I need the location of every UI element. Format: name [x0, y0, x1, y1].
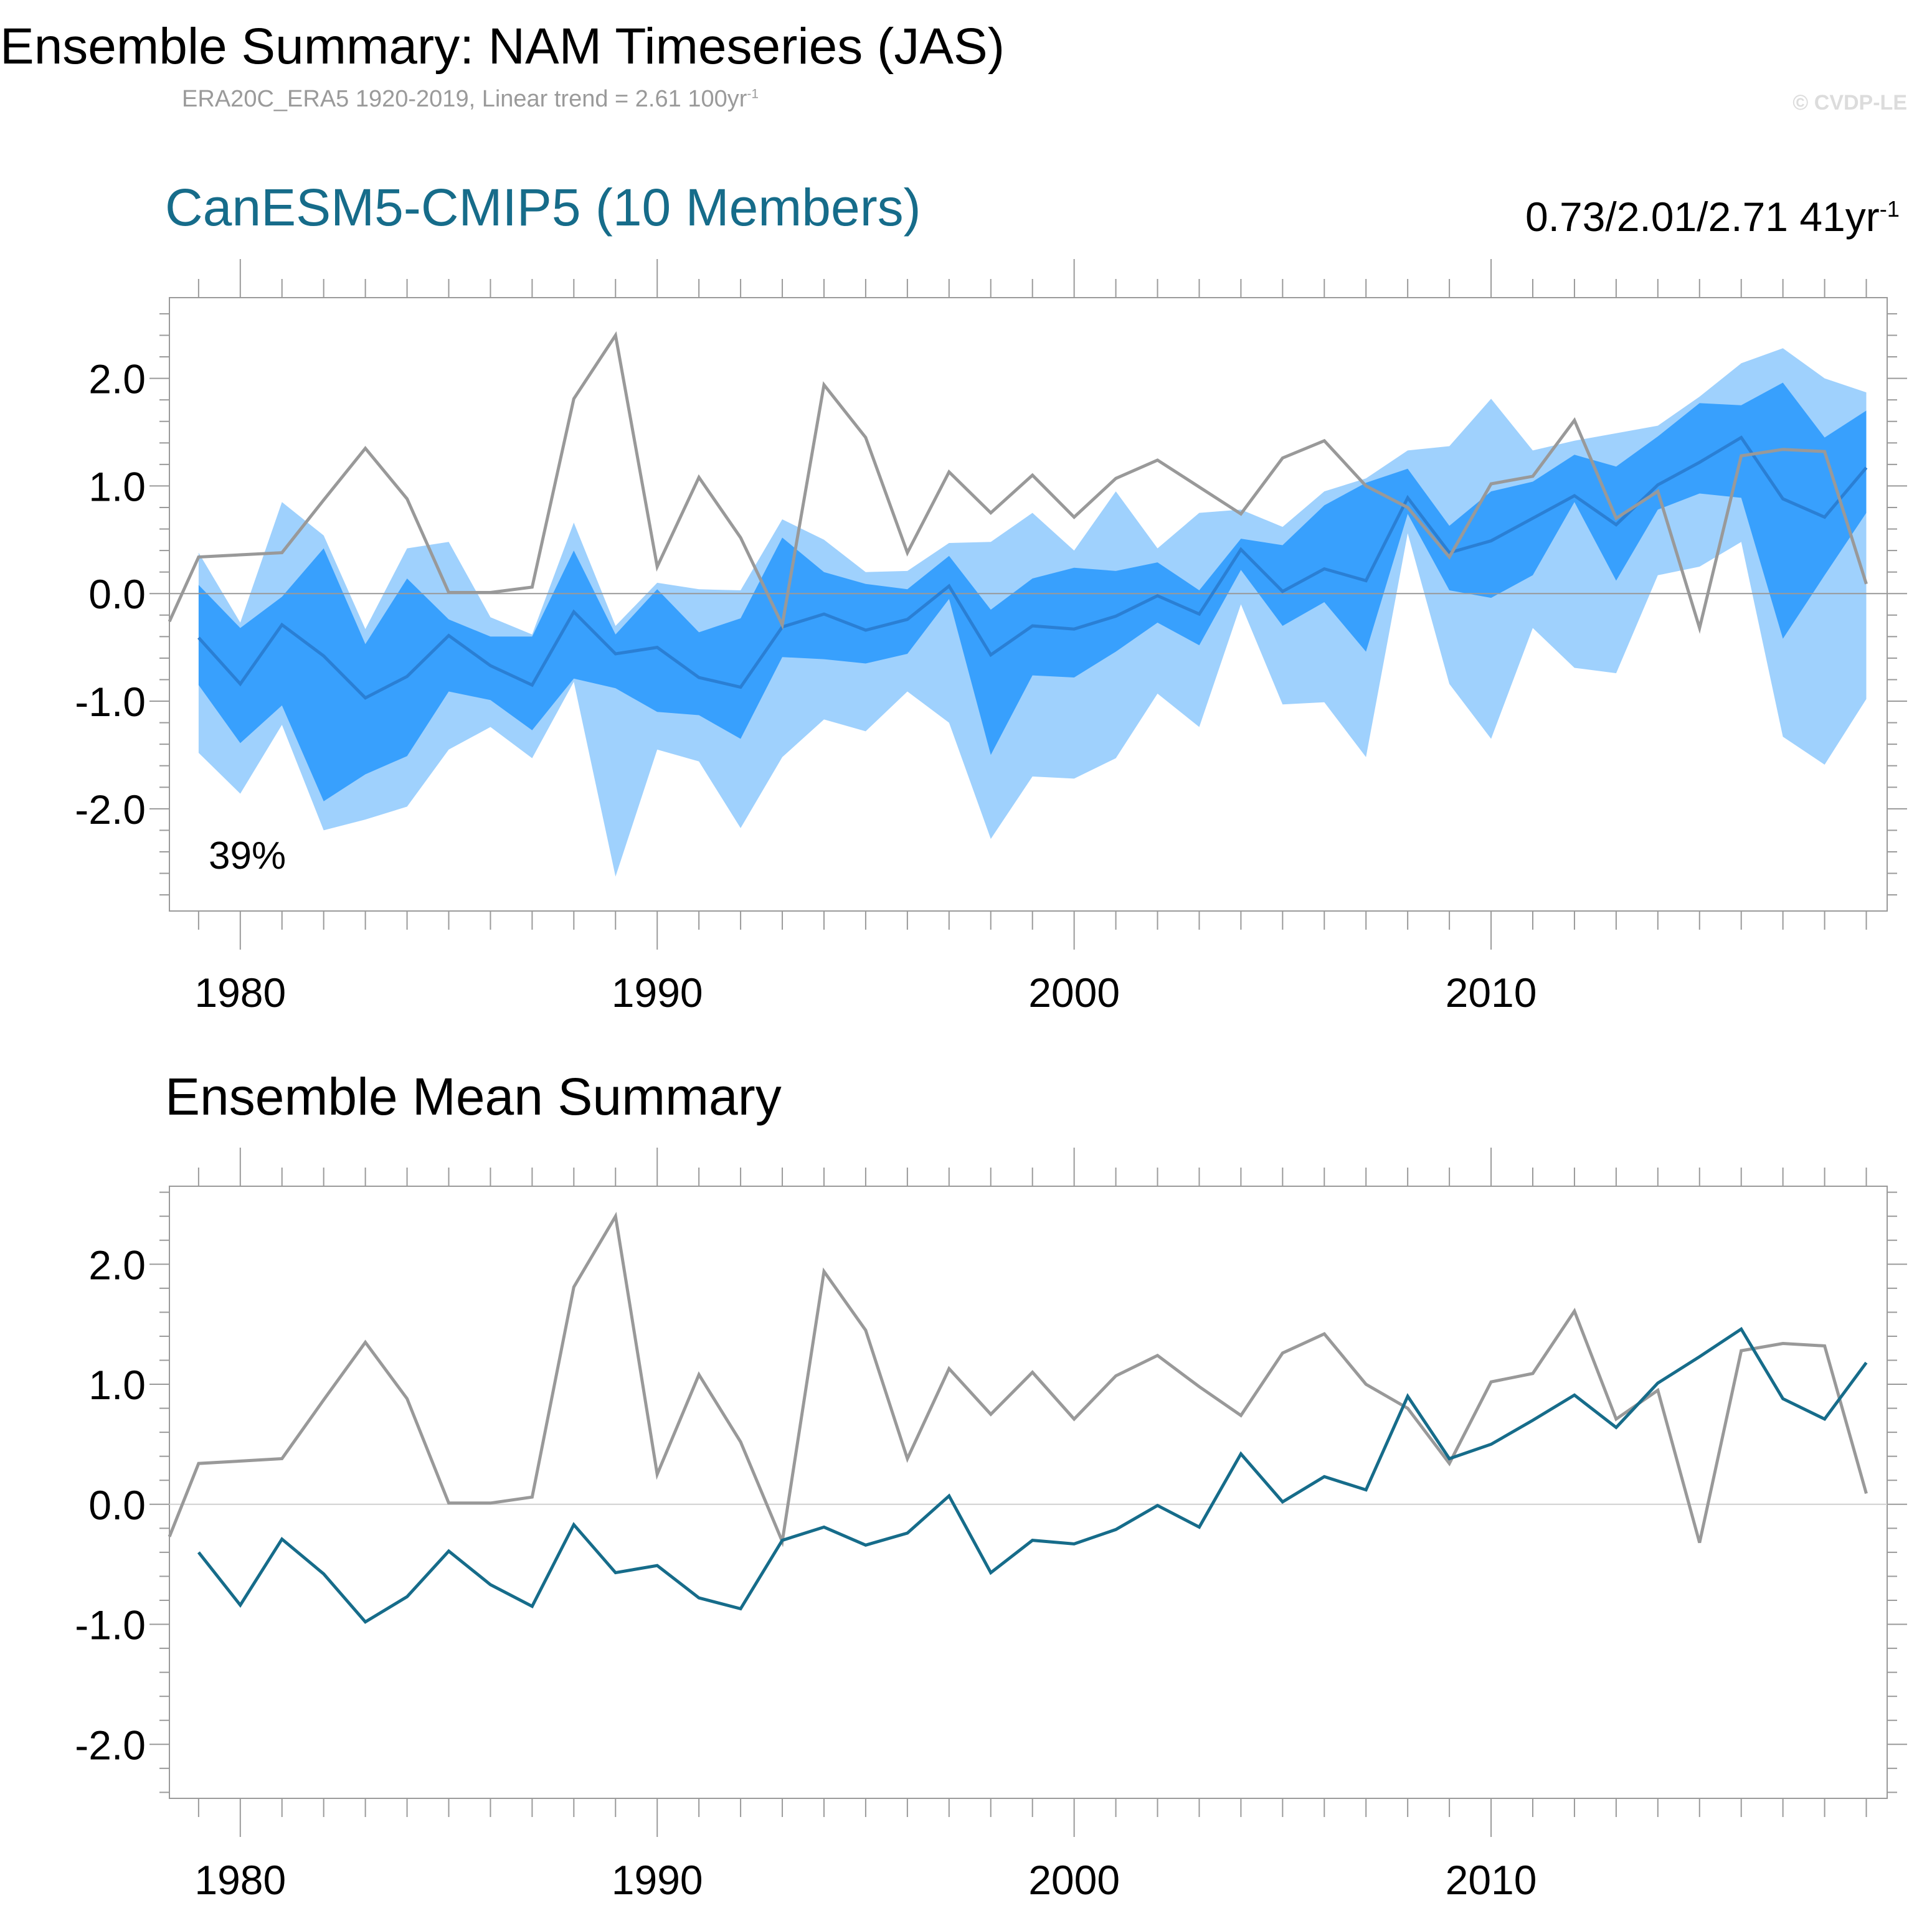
panel1-ytick-label-1: 1.0 [88, 463, 146, 509]
panel1-ytick-label-0: 2.0 [88, 356, 146, 402]
panel1-trend-label: 0.73/2.01/2.71 41yr-1 [1525, 193, 1900, 240]
panel2-xtick-label-2010: 2010 [1446, 1857, 1537, 1903]
panel2-ytick-label-0: 2.0 [88, 1242, 146, 1288]
panel2-xtick-label-1980: 1980 [194, 1857, 286, 1903]
panel2-ensemble-mean-line [197, 1326, 1868, 1624]
subtitle-text: ERA20C_ERA5 1920-2019, Linear trend = 2.… [182, 86, 747, 112]
panel2-title: Ensemble Mean Summary [165, 1067, 782, 1126]
panel2-ytick-label-2: 0.0 [88, 1482, 146, 1528]
panel1-xtick-label-1980: 1980 [194, 970, 286, 1016]
panel1-plot-frame [169, 297, 1888, 912]
panel1-observations-line [168, 331, 1868, 634]
panel2-ytick-label-1: 1.0 [88, 1362, 146, 1408]
credit-label: © CVDP-LE [1792, 91, 1907, 115]
panel2-chart: 1980 1990 2000 2010 2.0 1.0 0.0 -1.0 -2.0 [75, 1148, 1907, 1903]
panel1-ytick-label-3: -1.0 [75, 679, 146, 725]
panel1-xtick-label-1990: 1990 [612, 970, 703, 1016]
panel1-ensemble-mean-line [197, 435, 1868, 700]
panel1-xtick-label-2000: 2000 [1028, 970, 1120, 1016]
percent-label: 39% [209, 834, 286, 877]
subtitle-exponent: -1 [747, 87, 759, 101]
trend-text: 0.73/2.01/2.71 41yr [1525, 194, 1880, 240]
panel2-xtick-label-2000: 2000 [1028, 1857, 1120, 1903]
panel2-ytick-label-3: -1.0 [75, 1602, 146, 1648]
panel2-plot-frame [169, 1186, 1888, 1799]
subtitle: ERA20C_ERA5 1920-2019, Linear trend = 2.… [0, 86, 940, 113]
panel2-ytick-label-4: -2.0 [75, 1722, 146, 1768]
panel2-observations-line [168, 1211, 1868, 1547]
trend-exponent: -1 [1879, 196, 1900, 222]
panel1-title: CanESM5-CMIP5 (10 Members) [165, 178, 921, 237]
panel1-chart: 1980 1990 2000 2010 2.0 1.0 0.0 -1.0 -2.0 [75, 259, 1907, 1016]
panel1-percentile-band [198, 382, 1867, 801]
panel1-xtick-label-2010: 2010 [1446, 970, 1537, 1016]
main-title: Ensemble Summary: NAM Timeseries (JAS) [0, 18, 1005, 75]
panel1-ytick-label-4: -2.0 [75, 786, 146, 833]
panel1-ytick-label-2: 0.0 [88, 571, 146, 617]
panel2-xtick-label-1990: 1990 [612, 1857, 703, 1903]
